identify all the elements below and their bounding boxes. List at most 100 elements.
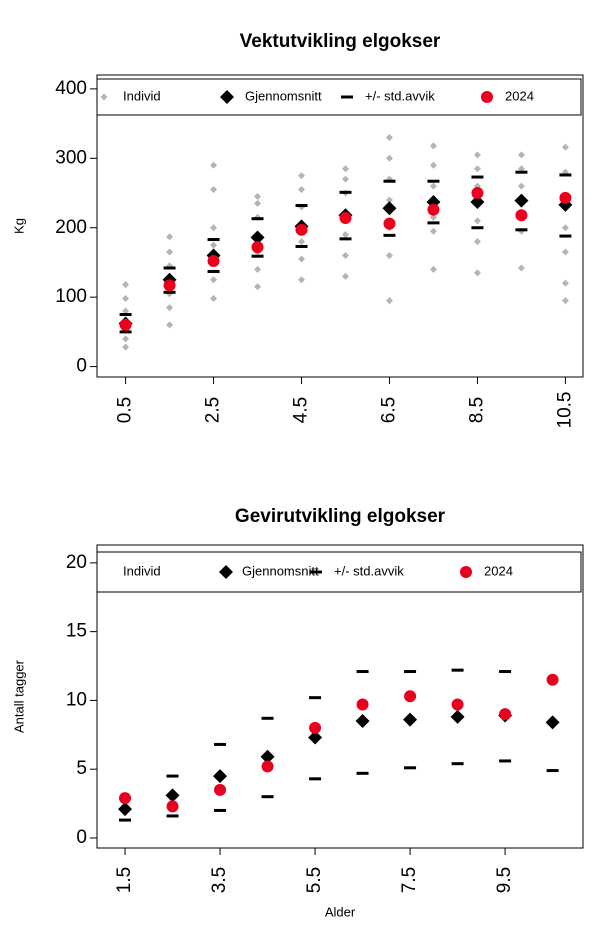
point-dash: [427, 221, 440, 225]
legend-label: +/- std.avvik: [334, 563, 404, 578]
point-dash: [546, 769, 559, 773]
point-dash: [166, 814, 179, 818]
point-small-diamond: [298, 238, 306, 246]
point-small-diamond: [517, 151, 525, 159]
point-small-diamond: [122, 335, 130, 343]
point-dash: [427, 179, 440, 183]
point-dash: [356, 670, 369, 674]
legend-label: Gjennomsnitt: [242, 563, 319, 578]
point-small-diamond: [517, 182, 525, 190]
chart-title: Gevirutvikling elgokser: [235, 506, 446, 527]
point-diamond: [355, 714, 370, 729]
point-small-diamond: [298, 255, 306, 263]
point-dash: [214, 742, 227, 746]
point-dash: [163, 290, 176, 294]
point-diamond: [308, 730, 323, 745]
point-small-diamond: [561, 224, 569, 232]
legend-marker: [310, 570, 322, 574]
point-circle: [309, 721, 322, 734]
point-small-diamond: [122, 307, 130, 315]
point-small-diamond: [561, 279, 569, 287]
point-small-diamond: [473, 217, 481, 225]
y-tick-label: 300: [55, 147, 87, 168]
point-circle: [546, 673, 559, 686]
point-dash: [404, 670, 417, 674]
point-diamond: [213, 769, 228, 784]
legend-label: +/- std.avvik: [365, 88, 435, 103]
point-small-diamond: [210, 276, 218, 284]
point-small-diamond: [122, 295, 130, 303]
point-circle: [515, 209, 528, 222]
point-dash: [339, 190, 352, 194]
y-axis-label: Antall tagger: [11, 659, 26, 733]
point-small-diamond: [385, 297, 393, 305]
legend-label: Gjennomsnitt: [245, 88, 322, 103]
legend-label: Individ: [123, 88, 161, 103]
x-tick-label: 2.5: [203, 397, 224, 423]
point-dash: [404, 766, 417, 770]
legend-marker: [220, 90, 234, 104]
chart-title: Vektutvikling elgokser: [240, 31, 441, 52]
point-circle: [295, 223, 308, 236]
point-circle: [119, 792, 132, 805]
point-small-diamond: [385, 133, 393, 141]
plot-frame: [96, 544, 584, 849]
point-dash: [166, 774, 179, 778]
x-axis-label: Alder: [325, 904, 356, 919]
point-dash: [207, 238, 220, 242]
x-tick-label: 6.5: [378, 397, 399, 423]
point-small-diamond: [473, 238, 481, 246]
point-small-diamond: [341, 252, 349, 260]
point-dash: [356, 771, 369, 775]
point-small-diamond: [166, 248, 174, 256]
point-dash: [451, 762, 464, 766]
point-diamond: [470, 195, 485, 210]
point-small-diamond: [385, 154, 393, 162]
point-dash: [309, 777, 322, 781]
point-small-diamond: [473, 165, 481, 173]
y-tick-label: 0: [76, 356, 87, 377]
point-dash: [251, 217, 264, 221]
point-small-diamond: [429, 142, 437, 150]
point-dash: [471, 175, 484, 179]
point-dash: [119, 818, 132, 822]
plot-frame: [96, 74, 584, 378]
point-circle: [214, 783, 227, 796]
point-circle: [163, 279, 176, 292]
point-circle: [559, 191, 572, 204]
point-diamond: [514, 193, 529, 208]
point-dash: [515, 228, 528, 232]
point-circle: [261, 760, 274, 773]
legend-marker: [460, 566, 472, 578]
x-tick-label: 0.5: [115, 397, 136, 423]
point-dash: [163, 266, 176, 270]
point-circle: [383, 217, 396, 230]
point-small-diamond: [298, 276, 306, 284]
point-circle: [251, 241, 264, 254]
point-dash: [309, 696, 322, 700]
point-small-diamond: [210, 241, 218, 249]
y-tick-label: 20: [66, 552, 87, 573]
point-circle: [404, 690, 417, 703]
point-circle: [339, 212, 352, 225]
legend-marker: [341, 95, 353, 99]
x-tick-label: 5.5: [304, 867, 325, 893]
point-dash: [251, 254, 264, 258]
point-small-diamond: [210, 161, 218, 169]
x-tick-label: 7.5: [399, 867, 420, 893]
point-dash: [499, 670, 512, 674]
point-dash: [261, 795, 274, 799]
x-tick-label: 10.5: [554, 392, 575, 429]
point-dash: [383, 179, 396, 183]
y-tick-label: 15: [66, 621, 87, 642]
legend-box: [96, 551, 582, 593]
point-small-diamond: [561, 248, 569, 256]
point-diamond: [545, 715, 560, 730]
legend-marker: [219, 565, 233, 579]
point-small-diamond: [122, 343, 130, 351]
point-dash: [383, 233, 396, 237]
point-small-diamond: [429, 265, 437, 273]
point-small-diamond: [385, 196, 393, 204]
y-tick-label: 100: [55, 286, 87, 307]
